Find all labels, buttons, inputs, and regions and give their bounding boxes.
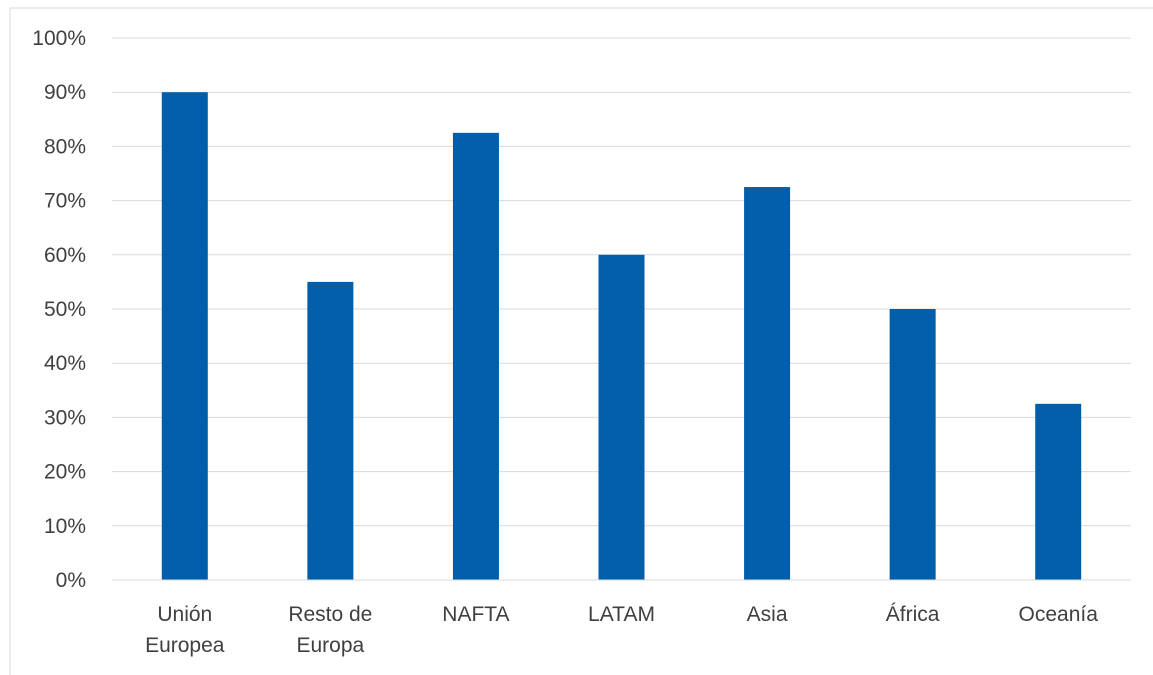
x-tick-label: Asia — [747, 603, 788, 626]
y-tick-label: 40% — [44, 352, 86, 375]
bars — [161, 92, 1082, 581]
x-axis-category-labels: Unión Europea Resto de Europa NAFTA LATAM Asia… — [145, 603, 1098, 657]
x-tick-label: NAFTA — [442, 603, 509, 626]
x-tick-label-line: Oceanía — [1019, 603, 1099, 626]
bar — [307, 281, 354, 580]
y-tick-label: 80% — [44, 135, 86, 158]
y-tick-label: 100% — [32, 27, 86, 50]
bar — [598, 254, 645, 581]
x-tick-label-line: NAFTA — [442, 603, 509, 626]
x-tick-label: Resto de Europa — [288, 603, 372, 657]
y-tick-label: 50% — [44, 298, 86, 321]
y-tick-label: 70% — [44, 190, 86, 213]
x-tick-label-line: LATAM — [588, 603, 655, 626]
x-tick-label-line: Unión — [157, 603, 212, 626]
y-tick-label: 90% — [44, 81, 86, 104]
y-tick-label: 0% — [56, 569, 86, 592]
y-tick-label: 10% — [44, 515, 86, 538]
y-tick-label: 20% — [44, 461, 86, 484]
chart-frame — [9, 7, 1153, 675]
x-tick-label-line: África — [886, 603, 940, 626]
y-tick-label: 30% — [44, 406, 86, 429]
bar — [452, 132, 499, 580]
x-tick-label-line: Resto de — [288, 603, 372, 626]
x-tick-label: África — [886, 603, 940, 626]
x-tick-label: LATAM — [588, 603, 655, 626]
bar — [744, 187, 791, 581]
bar — [889, 309, 936, 580]
bar — [161, 92, 208, 580]
y-axis-tick-labels: 0% 10% 20% 30% 40% 50% 60% 70% 80% 90% 100% — [32, 27, 86, 592]
bar — [1035, 403, 1082, 580]
x-tick-label-line: Asia — [747, 603, 788, 626]
x-tick-label-line: Europa — [296, 634, 364, 657]
x-tick-label: Unión Europea — [145, 603, 225, 657]
x-tick-label: Oceanía — [1019, 603, 1099, 626]
y-tick-label: 60% — [44, 244, 86, 267]
x-tick-label-line: Europea — [145, 634, 225, 657]
